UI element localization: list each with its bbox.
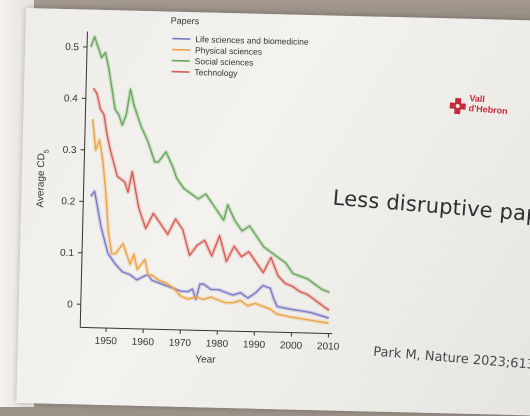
- x-ticks: 1950 1960 1970 1980 1990 2000 2010: [95, 328, 340, 353]
- vall-dhebron-logo: Vall d'Hebron: [447, 88, 530, 128]
- x-axis-line: [80, 327, 332, 333]
- series-line: [88, 119, 334, 323]
- cross-logo-icon: [448, 96, 467, 115]
- legend-label: Social sciences: [195, 56, 254, 67]
- series-band: [88, 119, 334, 323]
- legend-title: Papers: [171, 16, 200, 27]
- x-axis-label: Year: [195, 354, 216, 366]
- y-tick-label: 0.5: [65, 42, 80, 53]
- y-ticks: 0 0.1 0.2 0.3 0.4 0.5: [59, 42, 87, 311]
- y-tick-label: 0.4: [64, 93, 79, 104]
- y-tick-label: 0: [67, 299, 73, 310]
- x-tick-label: 2010: [317, 341, 340, 353]
- slide-citation: Park M, Nature 2023;613:13: [373, 345, 530, 375]
- legend-label: Technology: [194, 67, 238, 78]
- logo-text-line2: d'Hebron: [468, 104, 508, 116]
- y-tick-label: 0.1: [60, 248, 75, 259]
- x-tick-label: 1970: [169, 338, 192, 350]
- legend-label: Physical sciences: [195, 45, 262, 57]
- x-tick-label: 1980: [206, 338, 229, 350]
- slide-headline: Less disruptive papers: [332, 186, 530, 230]
- x-tick-label: 2000: [280, 340, 303, 352]
- y-axis-label: Average CD5: [35, 149, 50, 208]
- x-tick-label: 1960: [132, 337, 155, 349]
- y-tick-label: 0.3: [62, 145, 77, 156]
- y-axis-line: [80, 32, 87, 328]
- y-tick-label: 0.2: [61, 196, 76, 207]
- x-tick-label: 1990: [243, 339, 266, 351]
- x-tick-label: 1950: [95, 336, 118, 348]
- series-lines: [84, 37, 335, 323]
